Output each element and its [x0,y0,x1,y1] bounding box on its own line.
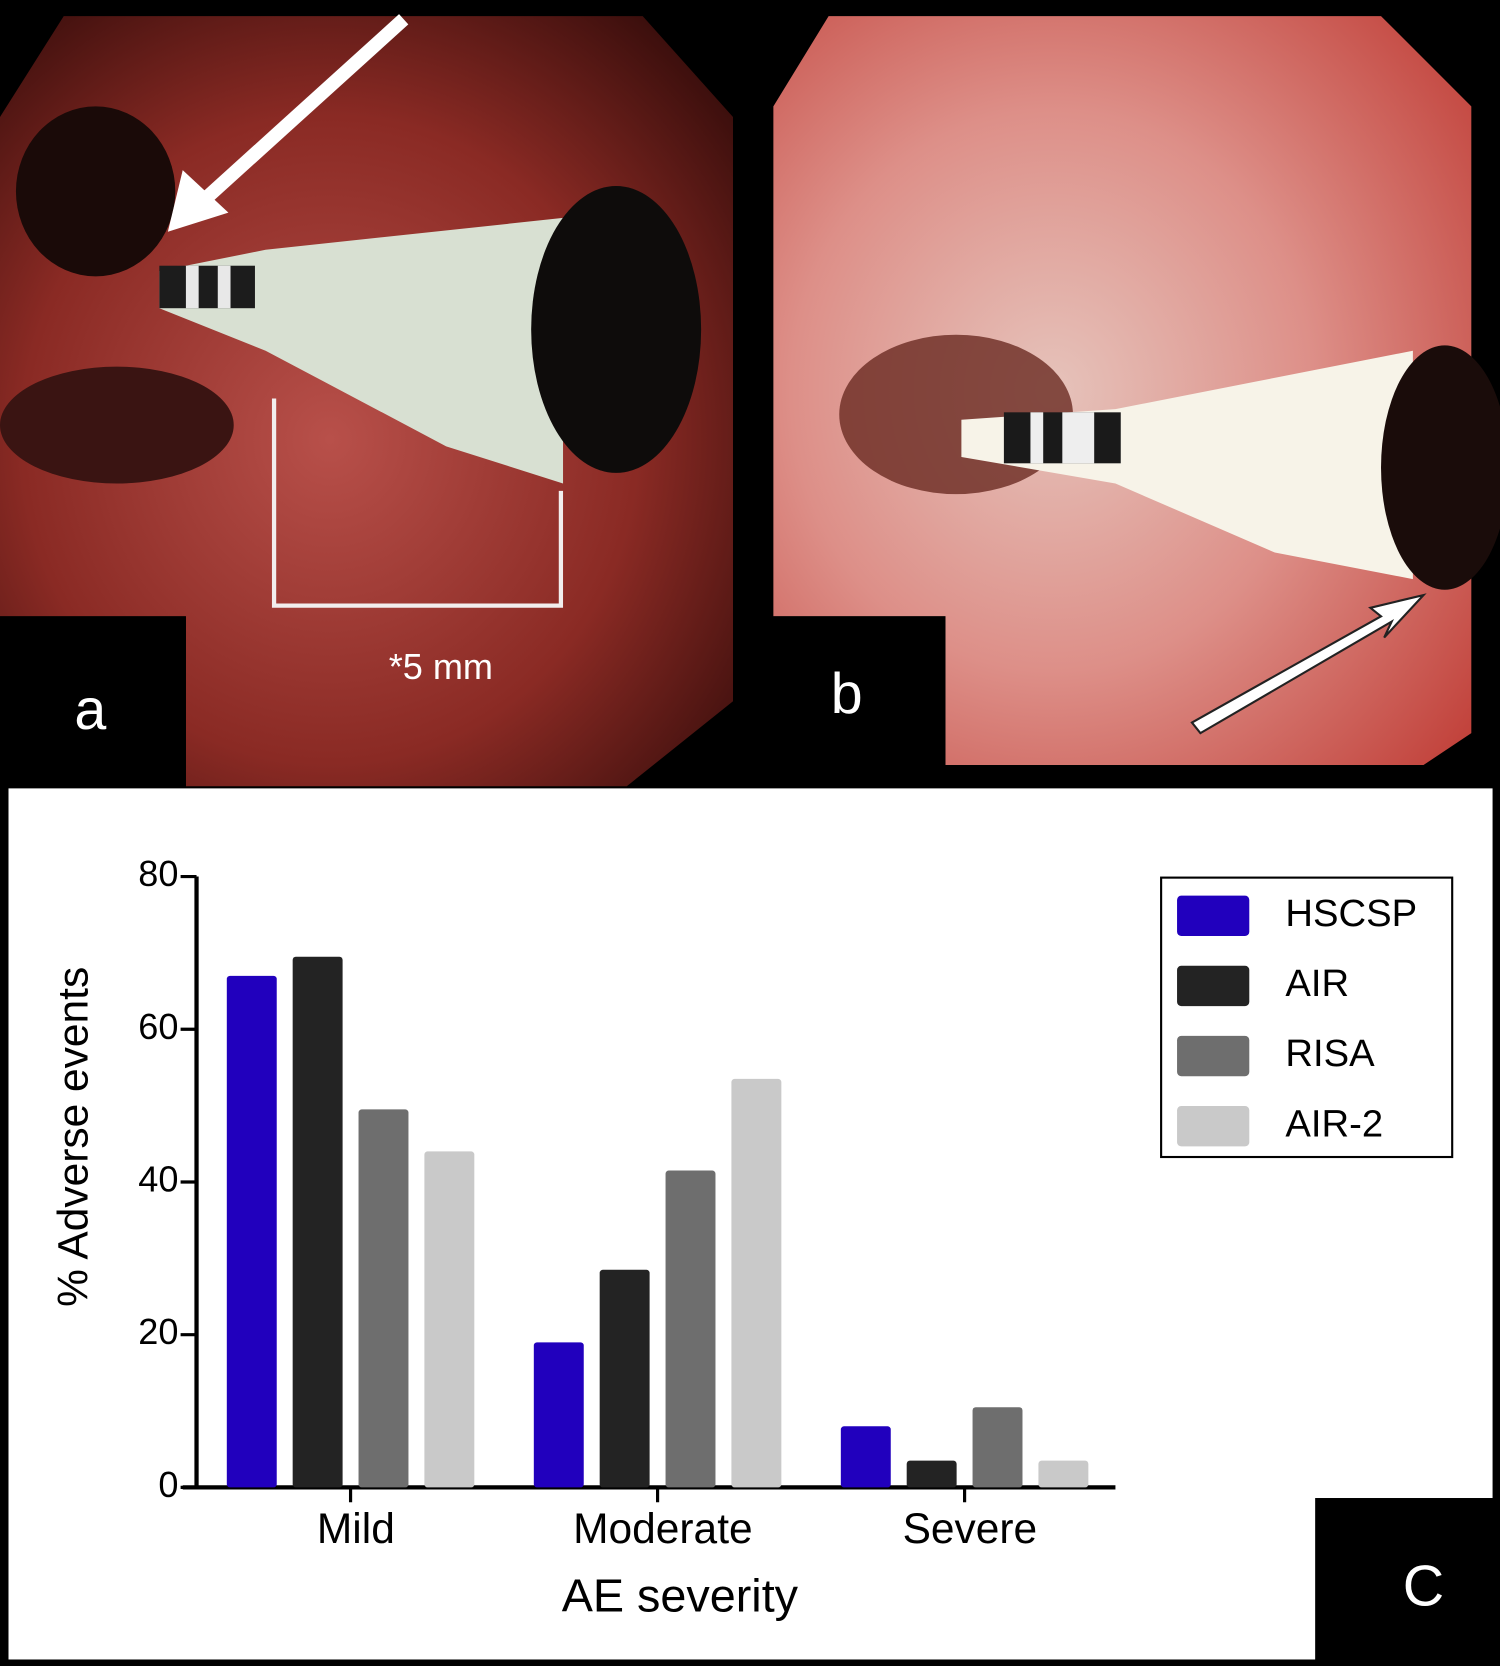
y-tick-label: 20 [138,1311,178,1352]
x-tick-label: Mild [317,1506,395,1553]
bar [226,975,277,1488]
y-tick-label: 0 [158,1464,178,1505]
bar [972,1407,1023,1488]
legend-label: HSCSP [1285,892,1417,935]
bar [840,1426,891,1488]
bar [599,1269,650,1488]
legend-label: RISA [1285,1032,1375,1075]
x-axis-title: AE severity [562,1569,799,1621]
legend-swatch [1177,965,1250,1007]
panel-label: a [74,678,106,742]
photo-b [773,16,1500,766]
y-axis-title: % Adverse events [51,967,98,1307]
bar [731,1078,782,1488]
y-tick-label: 40 [138,1159,178,1200]
y-tick-label: 60 [138,1006,178,1047]
bar-chart: 0 20 40 60 80 Mild Moderate Severe AE severity % … [51,853,1454,1621]
bar [424,1151,475,1488]
photo-a [0,14,734,787]
x-tick-label: Severe [903,1506,1038,1553]
scale-note: *5 mm [389,646,493,687]
bar [906,1460,957,1488]
bar [533,1342,584,1488]
legend-label: AIR [1285,962,1349,1005]
bar [292,956,343,1488]
y-tick-label: 80 [138,853,178,894]
bar [358,1109,409,1488]
bar [1038,1460,1089,1488]
legend-swatch [1177,1035,1250,1077]
legend-swatch [1177,895,1250,937]
legend-label: AIR-2 [1285,1102,1383,1145]
bar [665,1170,716,1488]
label-box [1315,1498,1500,1666]
legend-swatch [1177,1106,1250,1147]
panel-label: b [831,662,863,726]
x-tick-label: Moderate [573,1506,752,1553]
panel-label: C [1403,1555,1444,1619]
